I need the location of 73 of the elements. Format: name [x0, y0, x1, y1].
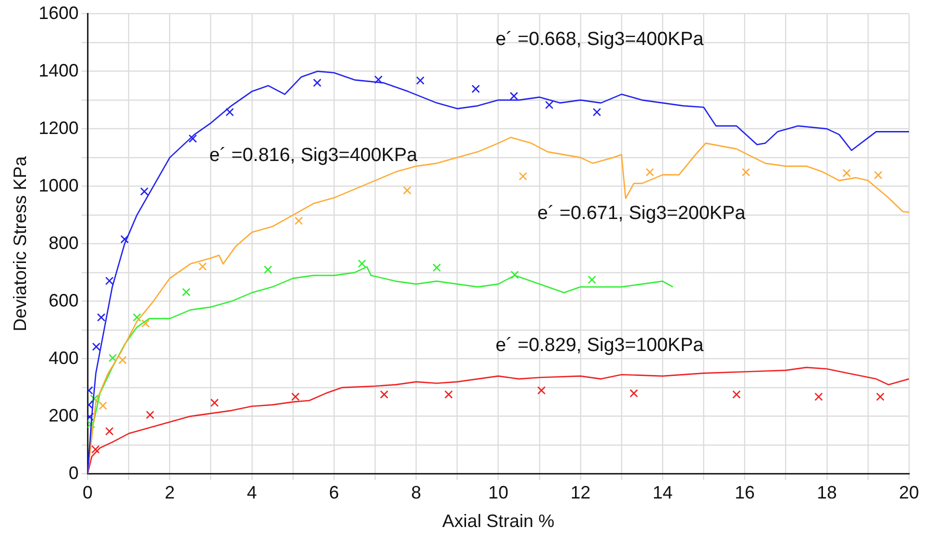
point: [630, 389, 638, 398]
x-tick-label: 6: [329, 482, 340, 503]
point: [876, 392, 884, 401]
y-tick-label: 0: [68, 462, 79, 483]
point: [874, 170, 882, 180]
point: [510, 270, 519, 280]
annotation: e´ =0.829, Sig3=100KPa: [495, 335, 704, 356]
y-tick-label: 1600: [38, 2, 79, 23]
y-axis-title: Deviatoric Stress KPa: [10, 155, 30, 332]
y-tick-label: 1000: [38, 175, 79, 196]
point: [132, 313, 142, 322]
y-tick-label: 800: [48, 232, 79, 253]
point: [291, 392, 300, 401]
point: [146, 410, 154, 420]
point: [264, 265, 272, 274]
point: [198, 262, 207, 271]
point: [472, 84, 480, 94]
point: [592, 108, 602, 116]
x-tick-label: 16: [734, 482, 755, 503]
point: [814, 392, 823, 401]
point: [416, 76, 424, 85]
point: [358, 259, 366, 268]
point: [182, 288, 190, 296]
annotation: e´ =0.671, Sig3=200KPa: [537, 202, 746, 224]
point: [294, 216, 303, 225]
point: [432, 263, 441, 272]
x-tick-label: 4: [246, 482, 257, 503]
point: [92, 342, 100, 351]
point: [402, 186, 412, 195]
point: [90, 394, 98, 403]
point: [88, 420, 96, 428]
point: [537, 386, 546, 395]
point: [105, 427, 114, 436]
point: [210, 398, 219, 407]
point: [380, 390, 388, 399]
point: [118, 356, 127, 364]
annotation: e´ =0.668, Sig3=400KPa: [495, 29, 704, 50]
y-tick-label: 1400: [38, 60, 79, 80]
point: [141, 319, 150, 328]
y-tick-label: 1200: [38, 118, 79, 138]
point: [510, 92, 518, 100]
y-tick-label: 400: [48, 348, 79, 368]
point: [374, 75, 383, 84]
point: [646, 168, 654, 176]
x-tick-label: 8: [411, 482, 422, 503]
point: [188, 134, 197, 143]
x-tick-label: 2: [164, 482, 175, 503]
y-tick-label: 200: [48, 405, 79, 426]
x-tick-label: 18: [816, 482, 837, 503]
point: [313, 78, 322, 87]
x-tick-label: 0: [82, 482, 93, 503]
point: [226, 108, 234, 116]
point: [105, 276, 114, 286]
x-tick-label: 14: [652, 482, 673, 503]
point: [98, 401, 108, 410]
point: [732, 390, 741, 399]
point: [108, 354, 117, 362]
point: [842, 168, 851, 178]
point: [518, 172, 528, 180]
point: [444, 390, 453, 399]
point: [742, 168, 750, 176]
x-axis-title: Axial Strain %: [442, 511, 554, 532]
x-tick-label: 20: [898, 482, 920, 503]
x-tick-label: 10: [488, 482, 508, 503]
annotation: e´ =0.816, Sig3=400KPa: [209, 145, 418, 166]
point: [545, 100, 554, 110]
point: [140, 187, 148, 196]
y-tick-label: 600: [48, 290, 79, 310]
x-tick-label: 12: [570, 482, 590, 503]
point: [97, 313, 106, 322]
point: [120, 235, 129, 244]
point: [91, 445, 100, 454]
point: [588, 276, 596, 284]
